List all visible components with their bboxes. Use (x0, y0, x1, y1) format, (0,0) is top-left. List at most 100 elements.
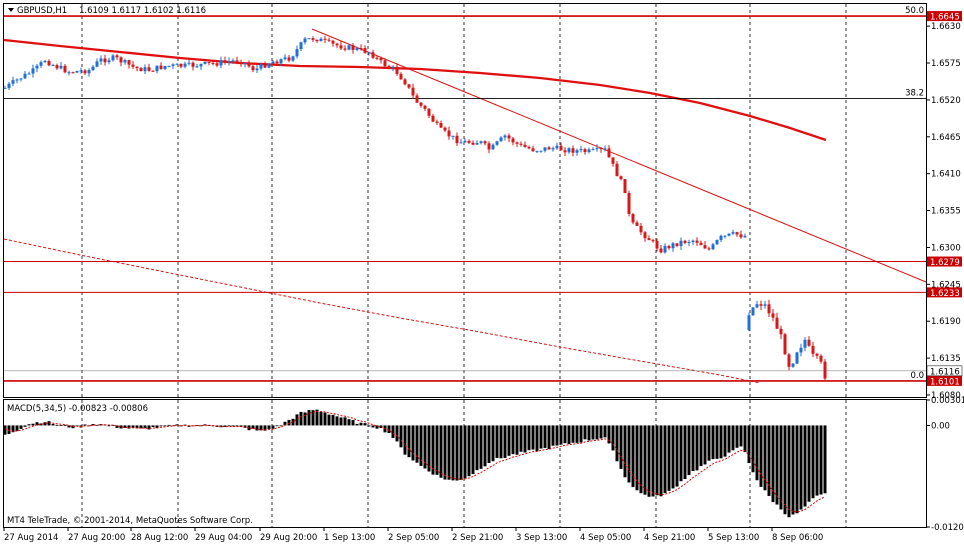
candle-body (323, 38, 327, 40)
candle-body (643, 232, 647, 239)
price-tick-label: 1.6190 (931, 317, 961, 327)
macd-bar (791, 425, 795, 515)
candle-body (727, 233, 731, 236)
macd-bar (235, 425, 239, 427)
macd-bar (319, 411, 323, 426)
candle-body (239, 62, 243, 64)
macd-bar (763, 425, 767, 491)
candle-body (691, 240, 695, 243)
macd-bar (47, 421, 51, 426)
candle-body (55, 65, 59, 69)
candle-body (115, 55, 119, 58)
macd-bar (467, 425, 471, 477)
macd-bar (479, 425, 483, 469)
time-tick-label: 29 Aug 20:00 (260, 533, 317, 543)
macd-bar (695, 425, 699, 471)
macd-bar (575, 425, 579, 443)
macd-tick-label: 0.00301 (931, 396, 964, 406)
candle-body (723, 235, 727, 237)
candle-body (23, 73, 27, 79)
macd-bar (355, 423, 359, 426)
candle-body (495, 141, 499, 145)
macd-bar (527, 425, 531, 451)
candle-body (475, 143, 479, 145)
candle-body (91, 66, 95, 71)
macd-bar (371, 425, 375, 428)
candles (3, 35, 827, 382)
candle-body (175, 63, 179, 65)
candle-body (667, 246, 671, 249)
candle-body (787, 354, 791, 367)
candle-body (231, 60, 235, 62)
candle-body (783, 334, 787, 355)
candle-body (503, 135, 507, 138)
candle-body (203, 61, 207, 64)
horizontal-levels: 50.0 0.0 38.2 (4, 6, 926, 382)
price-tag-label: 1.6233 (930, 289, 960, 299)
macd-bar (275, 425, 279, 427)
candle-body (743, 236, 747, 238)
candle-body (83, 70, 87, 74)
macd-bar (459, 425, 463, 480)
candle-body (739, 234, 743, 238)
candle-body (267, 63, 271, 68)
candle-body (219, 60, 223, 66)
macd-bar (251, 425, 255, 429)
macd-bar (703, 425, 707, 465)
candle-body (607, 148, 611, 158)
macd-bar (623, 425, 627, 478)
macd-bar (407, 425, 411, 458)
macd-bar (591, 425, 595, 440)
macd-bar (263, 425, 267, 431)
macd-bar (515, 425, 519, 455)
candle-body (135, 66, 139, 69)
candle-body (655, 240, 659, 249)
candle-body (807, 339, 811, 346)
time-tick-label: 2 Sep 21:00 (452, 533, 503, 543)
candle-body (379, 58, 383, 61)
candle-body (559, 145, 563, 151)
macd-bar (411, 425, 415, 461)
macd-bar (455, 425, 459, 481)
macd-bar (67, 425, 71, 428)
macd-bar (751, 425, 755, 473)
candle-body (671, 243, 675, 249)
macd-bar (223, 425, 227, 428)
macd-bar (487, 425, 491, 463)
candle-body (771, 313, 775, 318)
macd-bar (679, 425, 683, 482)
macd-bar (343, 417, 347, 426)
price-axis: 1.6630 1.6575 1.6520 1.6465 1.6410 1.6355 1.63… (926, 22, 961, 401)
macd-bar (83, 424, 87, 426)
moving-averages (3, 38, 827, 384)
candle-body (443, 127, 447, 131)
candle-body (499, 137, 503, 142)
macd-bar (447, 425, 451, 480)
candle-body (459, 142, 463, 144)
candle-body (171, 64, 175, 66)
candle-body (799, 347, 803, 353)
macd-bar (31, 423, 35, 426)
candle-body (263, 64, 267, 68)
candle-body (343, 48, 347, 50)
price-tag-label: 1.6101 (930, 377, 960, 387)
macd-bar (335, 416, 339, 426)
candle-body (623, 179, 627, 193)
macd-bar (35, 422, 39, 426)
macd-bar (227, 425, 231, 427)
candle-body (391, 66, 395, 68)
price-tick-label: 1.6355 (931, 207, 961, 217)
ma-long-dotted-line (3, 238, 761, 384)
macd-bar (451, 425, 455, 481)
macd-bar (255, 425, 259, 431)
candle-body (755, 304, 759, 308)
macd-bar (387, 425, 391, 434)
candle-body (531, 148, 535, 152)
price-tick-label: 1.6465 (931, 133, 961, 143)
price-tick-label: 1.6245 (931, 280, 961, 290)
candle-body (431, 115, 435, 122)
macd-bar (811, 425, 815, 499)
symbol-dropdown-icon[interactable] (8, 8, 14, 12)
candle-body (211, 62, 215, 64)
